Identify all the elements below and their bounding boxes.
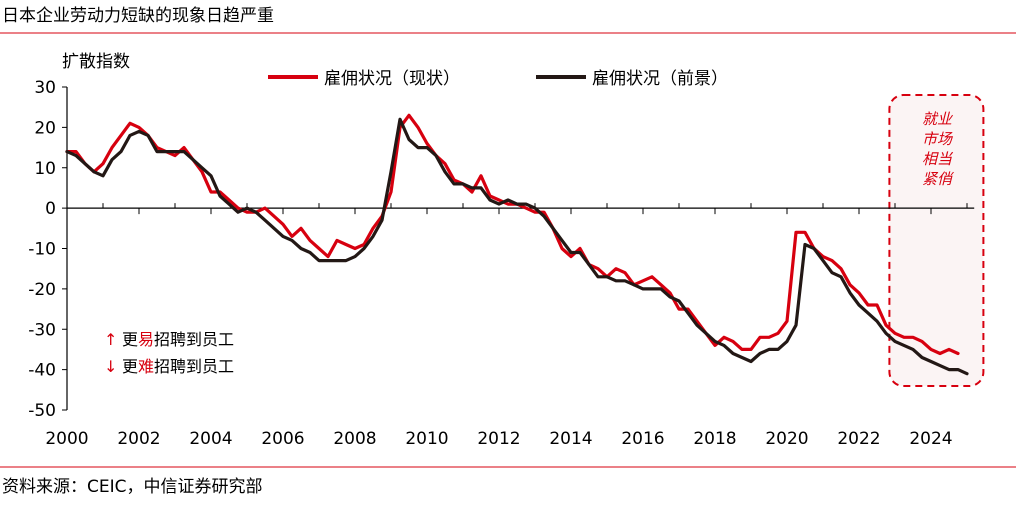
y-tick-label: -30 — [28, 320, 56, 340]
y-tick-label: -20 — [28, 280, 56, 300]
x-tick-label: 2012 — [477, 429, 520, 449]
series-group — [65, 113, 969, 376]
x-tick-label: 2006 — [261, 429, 304, 449]
x-tick-label: 2022 — [837, 429, 880, 449]
legend-label-current: 雇佣状况（现状） — [324, 69, 460, 89]
y-tick-label: -40 — [28, 361, 56, 381]
chart-title: 日本企业劳动力短缺的现象日趋严重 — [2, 6, 274, 26]
highlight-box — [888, 94, 985, 387]
y-tick-label: 20 — [34, 118, 56, 138]
y-axis-label: 扩散指数 — [62, 52, 130, 72]
legend-label-outlook: 雇佣状况（前景） — [592, 69, 728, 89]
x-tick-label: 2000 — [45, 429, 88, 449]
x-tick-label: 2020 — [765, 429, 808, 449]
series-line-current — [65, 113, 960, 356]
x-tick-label: 2004 — [189, 429, 232, 449]
highlight-line: 市场 — [922, 130, 954, 148]
series-line-outlook — [65, 117, 969, 376]
easier-annotation: 更易招聘到员工 — [122, 330, 234, 349]
y-tick-label: 30 — [34, 78, 56, 98]
down-arrow-icon: ↓ — [104, 357, 117, 376]
x-tick-label: 2008 — [333, 429, 376, 449]
y-tick-label: -10 — [28, 240, 56, 260]
y-tick-label: -50 — [28, 401, 56, 421]
harder-annotation: 更难招聘到员工 — [122, 357, 234, 376]
x-tick-label: 2014 — [549, 429, 592, 449]
highlight-line: 相当 — [922, 150, 954, 168]
source-note: 资料来源：CEIC，中信证券研究部 — [2, 477, 263, 497]
legend: 雇佣状况（现状） 雇佣状况（前景） — [268, 69, 728, 89]
x-tick-label: 2018 — [693, 429, 736, 449]
direction-annotation: ↑ 更易招聘到员工 ↓ 更难招聘到员工 — [104, 330, 234, 376]
x-tick-label: 2010 — [405, 429, 448, 449]
highlight-line: 紧俏 — [922, 170, 954, 188]
highlight-line: 就业 — [922, 110, 953, 128]
highlight-label: 就业 市场 相当 紧俏 — [922, 110, 954, 188]
y-tick-label: 0 — [45, 199, 56, 219]
up-arrow-icon: ↑ — [104, 330, 117, 349]
x-tick-label: 2002 — [117, 429, 160, 449]
x-tick-label: 2016 — [621, 429, 664, 449]
x-tick-label: 2024 — [909, 429, 952, 449]
y-tick-label: 10 — [34, 159, 56, 179]
highlight-region — [888, 94, 985, 387]
